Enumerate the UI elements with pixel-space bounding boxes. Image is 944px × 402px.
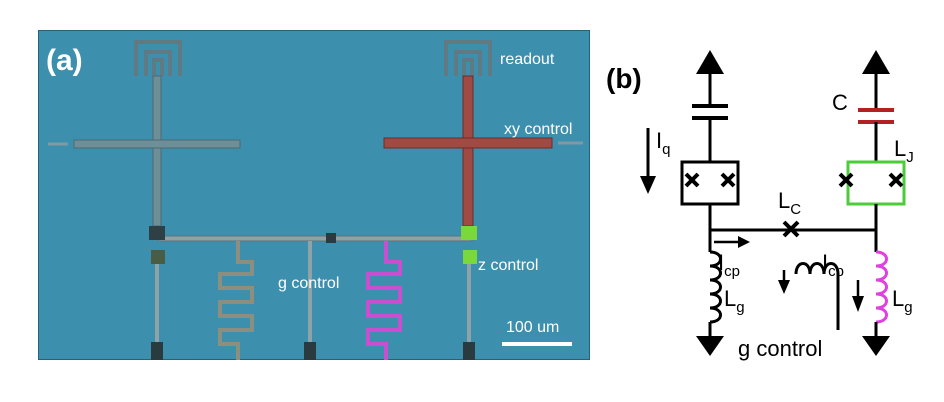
scale-bar: 100 um [502, 319, 572, 346]
coupler-junction: LC [710, 188, 876, 238]
circuit-schematic-panel: (b) Iq C [606, 50, 914, 361]
readout-label: readout [500, 51, 555, 68]
right-output-arrow [862, 50, 890, 110]
xy-control-label: xy control [504, 121, 572, 138]
lc-label: LC [778, 188, 801, 218]
left-squid-symbol [680, 160, 740, 230]
right-inductor: Lg [862, 230, 913, 356]
micrograph-panel: (a) readout xy control g control z contr… [38, 30, 590, 360]
icp-right-label: Icp [822, 250, 844, 280]
left-output-arrow [696, 50, 724, 106]
lj-label: LJ [894, 136, 914, 166]
left-readout-resonator [134, 40, 182, 76]
lg-right-label: Lg [892, 286, 913, 316]
g-control-coil: g control [738, 262, 840, 361]
g-control-line [304, 241, 316, 360]
lg-left-label: Lg [724, 286, 745, 316]
left-meander [218, 241, 254, 360]
g-control-label-b: g control [738, 336, 822, 361]
iq-arrow: Iq [640, 128, 670, 194]
z-control-label: z control [478, 257, 538, 274]
right-squid-symbol: LJ [838, 136, 914, 230]
g-control-label: g control [278, 275, 339, 292]
right-capacitor: C [832, 90, 894, 162]
left-capacitor [692, 104, 728, 162]
left-squid [149, 226, 165, 360]
right-squid [461, 226, 477, 360]
panel-b-label: (b) [606, 63, 642, 94]
c-label: C [832, 90, 848, 115]
iq-label: Iq [656, 128, 670, 158]
scale-bar-label: 100 um [506, 319, 559, 336]
icp-right-arrow: Icp [822, 250, 864, 312]
right-readout-resonator [444, 40, 492, 76]
panel-a-label: (a) [46, 44, 83, 77]
substrate [38, 30, 590, 360]
left-inductor: Lg [696, 230, 745, 356]
right-meander [366, 241, 402, 360]
